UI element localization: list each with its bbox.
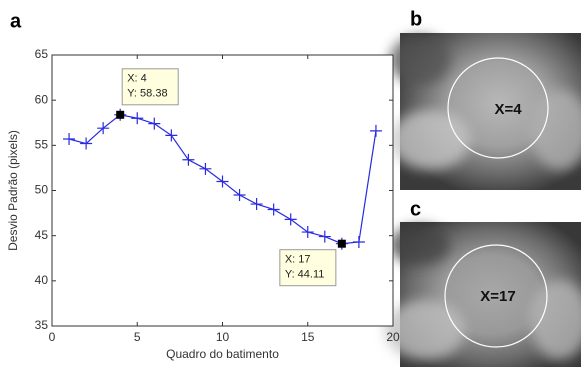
- datatip-marker: [338, 240, 346, 248]
- datatip-text: Y: 44.11: [285, 269, 325, 281]
- x-tick-label: 15: [301, 330, 315, 344]
- y-tick-label: 40: [35, 273, 49, 287]
- x-tick-label: 5: [134, 330, 141, 344]
- x-tick-label: 10: [216, 330, 230, 344]
- image-caption: X=4: [494, 101, 522, 118]
- x-tick-label: 0: [49, 330, 56, 344]
- y-tick-label: 65: [35, 47, 49, 61]
- y-tick-label: 35: [35, 318, 49, 332]
- x-tick-label: 20: [386, 330, 400, 344]
- panel-label: a: [10, 10, 22, 32]
- datatip-marker: [116, 111, 124, 119]
- image-caption: X=17: [480, 288, 515, 305]
- plot: 0 5 10 15 20 35 40 45 50 55 60 65 Quadro do batiment…: [6, 47, 400, 361]
- y-tick-label: 55: [35, 138, 49, 152]
- panel-label: b: [410, 8, 422, 30]
- y-axis-label: Desvio Padrão (pixels): [6, 130, 20, 251]
- figure: a b X=4 c X=17 0 5 10 15 20 35 40 45 50 55 60 65 Qua…: [0, 0, 581, 367]
- panel-label: c: [410, 198, 421, 220]
- datatip-text: Y: 58.38: [127, 88, 167, 100]
- datatip-text: X: 4: [127, 73, 147, 85]
- y-tick-label: 50: [35, 183, 49, 197]
- x-axis-label: Quadro do batimento: [166, 347, 279, 361]
- datatip-text: X: 17: [285, 254, 311, 266]
- image-b: [390, 33, 581, 190]
- y-tick-label: 45: [35, 228, 49, 242]
- y-tick-label: 60: [35, 92, 49, 106]
- plot-frame: [52, 55, 393, 326]
